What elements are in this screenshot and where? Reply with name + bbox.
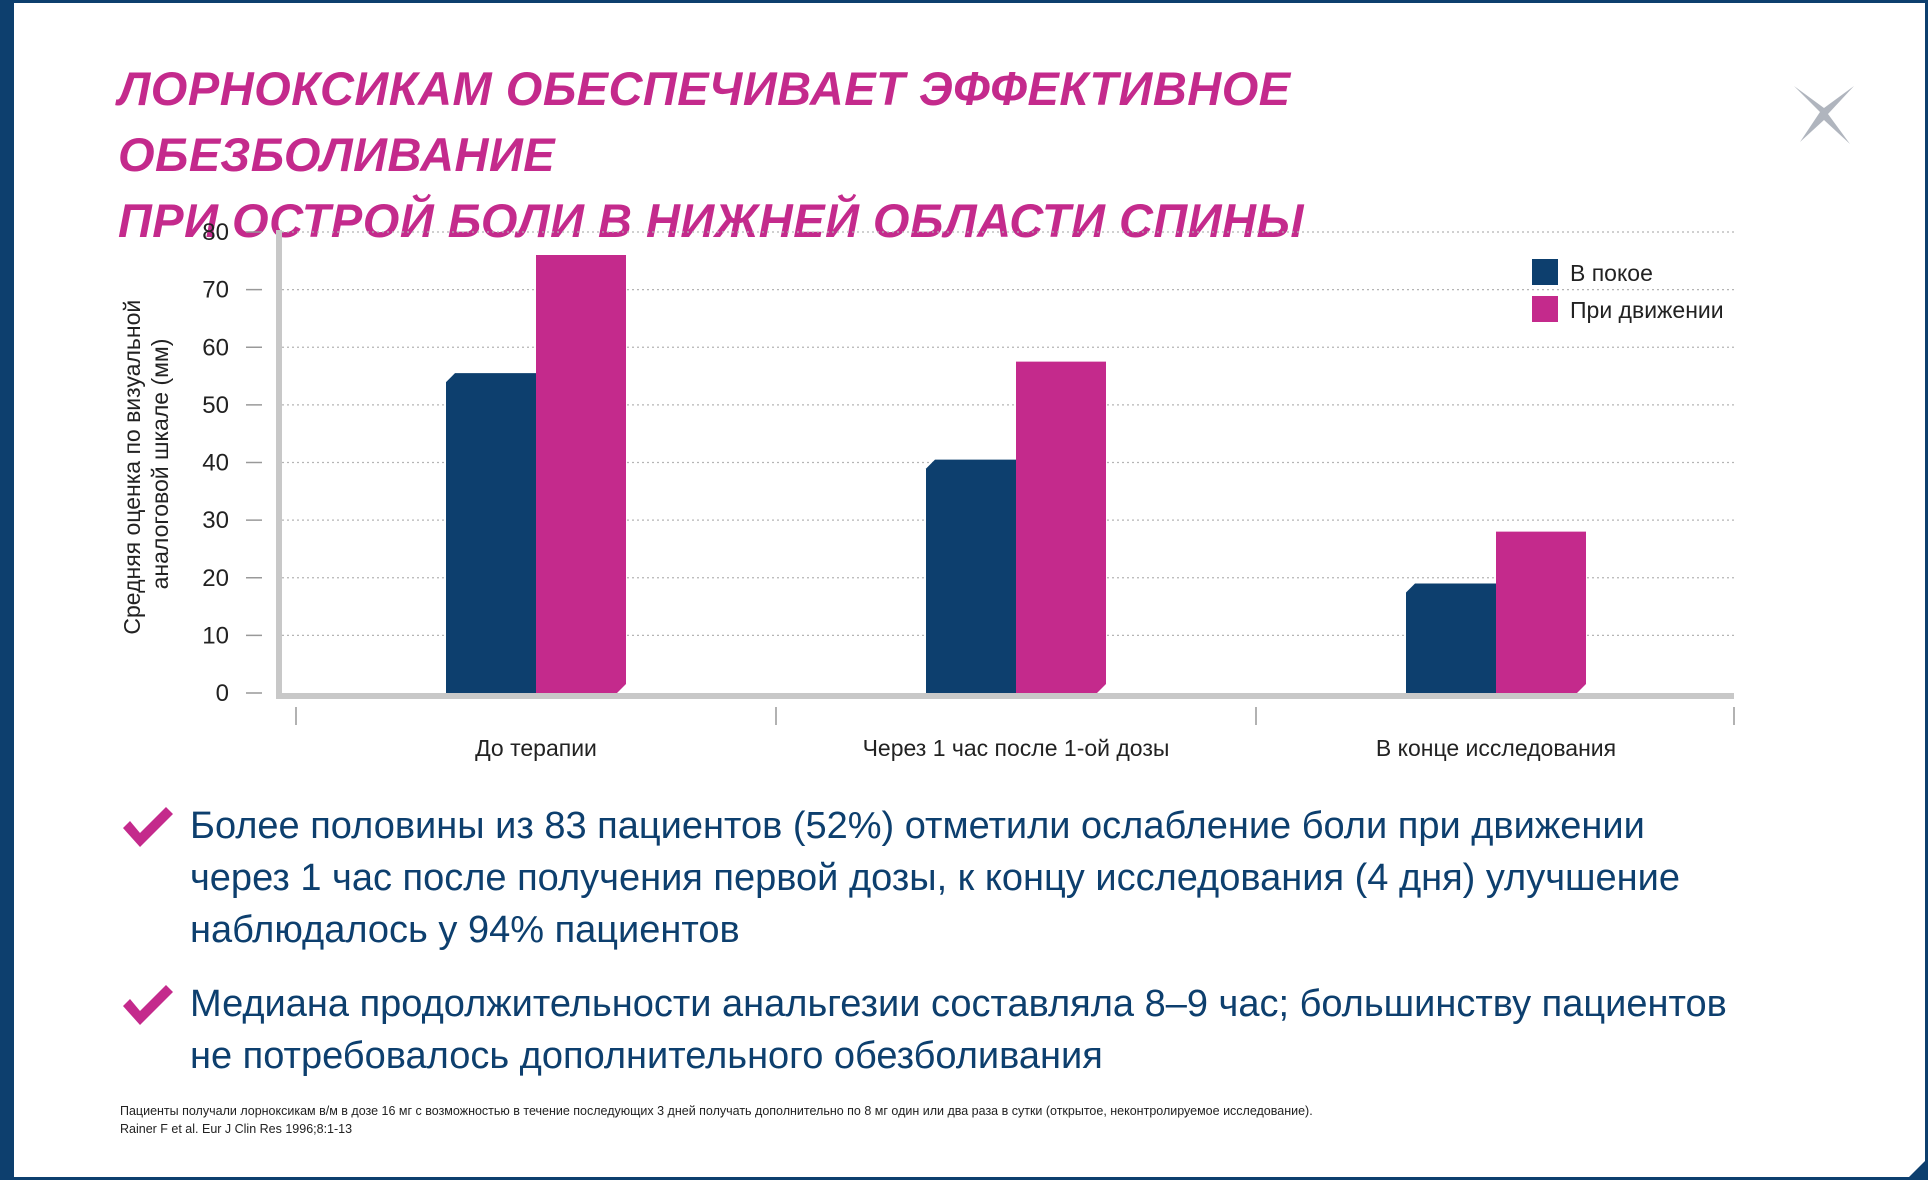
y-axis-ticks: 0 10 20 30 40 50 60 70 80 <box>202 219 262 707</box>
y-tick-label: 50 <box>202 392 229 419</box>
footnote: Пациенты получали лорноксикам в/м в дозе… <box>120 1102 1820 1138</box>
bullet-2-line-1: Медиана продолжительности анальгезии сос… <box>190 983 1727 1025</box>
legend-swatch-rest <box>1532 259 1558 285</box>
bullet-item-1: Более половины из 83 пациентов (52%) отм… <box>120 800 1820 956</box>
check-icon <box>123 985 173 1025</box>
x-tick-label: До терапии <box>475 735 597 761</box>
frame-top-border <box>0 0 1928 3</box>
bar-rest-2 <box>926 459 1016 693</box>
title-line-2: ПРИ ОСТРОЙ БОЛИ В НИЖНЕЙ ОБЛАСТИ СПИНЫ <box>118 194 1304 247</box>
legend-label-rest: В покое <box>1570 260 1653 286</box>
y-axis-title: Средняя оценка по визуальной аналоговой … <box>119 293 173 634</box>
bar-movement-1 <box>536 255 626 694</box>
x-mark-icon <box>1794 86 1854 144</box>
footnote-line-2: Rainer F et al. Eur J Clin Res 1996;8:1-… <box>120 1122 353 1136</box>
bar-rest-3 <box>1406 583 1496 693</box>
y-tick-label: 20 <box>202 565 229 592</box>
y-tick-label: 40 <box>202 450 229 477</box>
bar-rest-1 <box>446 373 536 693</box>
y-tick-label: 60 <box>202 334 229 361</box>
y-tick-label: 80 <box>202 219 229 246</box>
x-tick-label: Через 1 час после 1-ой дозы <box>863 735 1170 761</box>
frame-corner <box>1906 1158 1928 1180</box>
bullet-1-line-1: Более половины из 83 пациентов (52%) отм… <box>190 805 1645 847</box>
y-tick-label: 10 <box>202 622 229 649</box>
bullet-item-2: Медиана продолжительности анальгезии сос… <box>120 978 1820 1082</box>
bars-group <box>446 255 1586 694</box>
frame-left-bar <box>0 0 14 1180</box>
bullet-1-line-2: через 1 час после получения первой дозы,… <box>190 857 1680 899</box>
bar-movement-3 <box>1496 531 1586 693</box>
bullet-1-line-3: наблюдалось у 94% пациентов <box>190 909 740 951</box>
legend-swatch-movement <box>1532 296 1558 322</box>
frame-bottom-border <box>0 1177 1928 1180</box>
bar-movement-2 <box>1016 361 1106 693</box>
y-tick-label: 30 <box>202 507 229 534</box>
x-tick-label: В конце исследования <box>1376 735 1616 761</box>
footnote-line-1: Пациенты получали лорноксикам в/м в дозе… <box>120 1104 1313 1118</box>
x-axis-separators <box>295 707 1735 725</box>
bullet-list: Более половины из 83 пациентов (52%) отм… <box>120 800 1820 1104</box>
bullet-2-line-2: не потребовалось дополнительного обезбол… <box>190 1035 1103 1077</box>
y-tick-label: 70 <box>202 277 229 304</box>
y-axis-line <box>276 230 282 698</box>
frame-right-border <box>1925 0 1928 1180</box>
y-tick-label: 0 <box>216 680 229 707</box>
x-axis-line <box>276 693 1734 699</box>
title-line-1: ЛОРНОКСИКАМ ОБЕСПЕЧИВАЕТ ЭФФЕКТИВНОЕ ОБЕ… <box>118 62 1291 181</box>
page-title: ЛОРНОКСИКАМ ОБЕСПЕЧИВАЕТ ЭФФЕКТИВНОЕ ОБЕ… <box>118 56 1738 254</box>
check-icon <box>123 807 173 847</box>
x-axis-labels: До терапии Через 1 час после 1-ой дозы В к… <box>475 735 1616 761</box>
chart-legend: В покое При движении <box>1532 259 1724 323</box>
bar-chart: 0 10 20 30 40 50 60 70 80 До терапии Через 1 час … <box>119 219 1735 761</box>
legend-label-movement: При движении <box>1570 297 1724 323</box>
